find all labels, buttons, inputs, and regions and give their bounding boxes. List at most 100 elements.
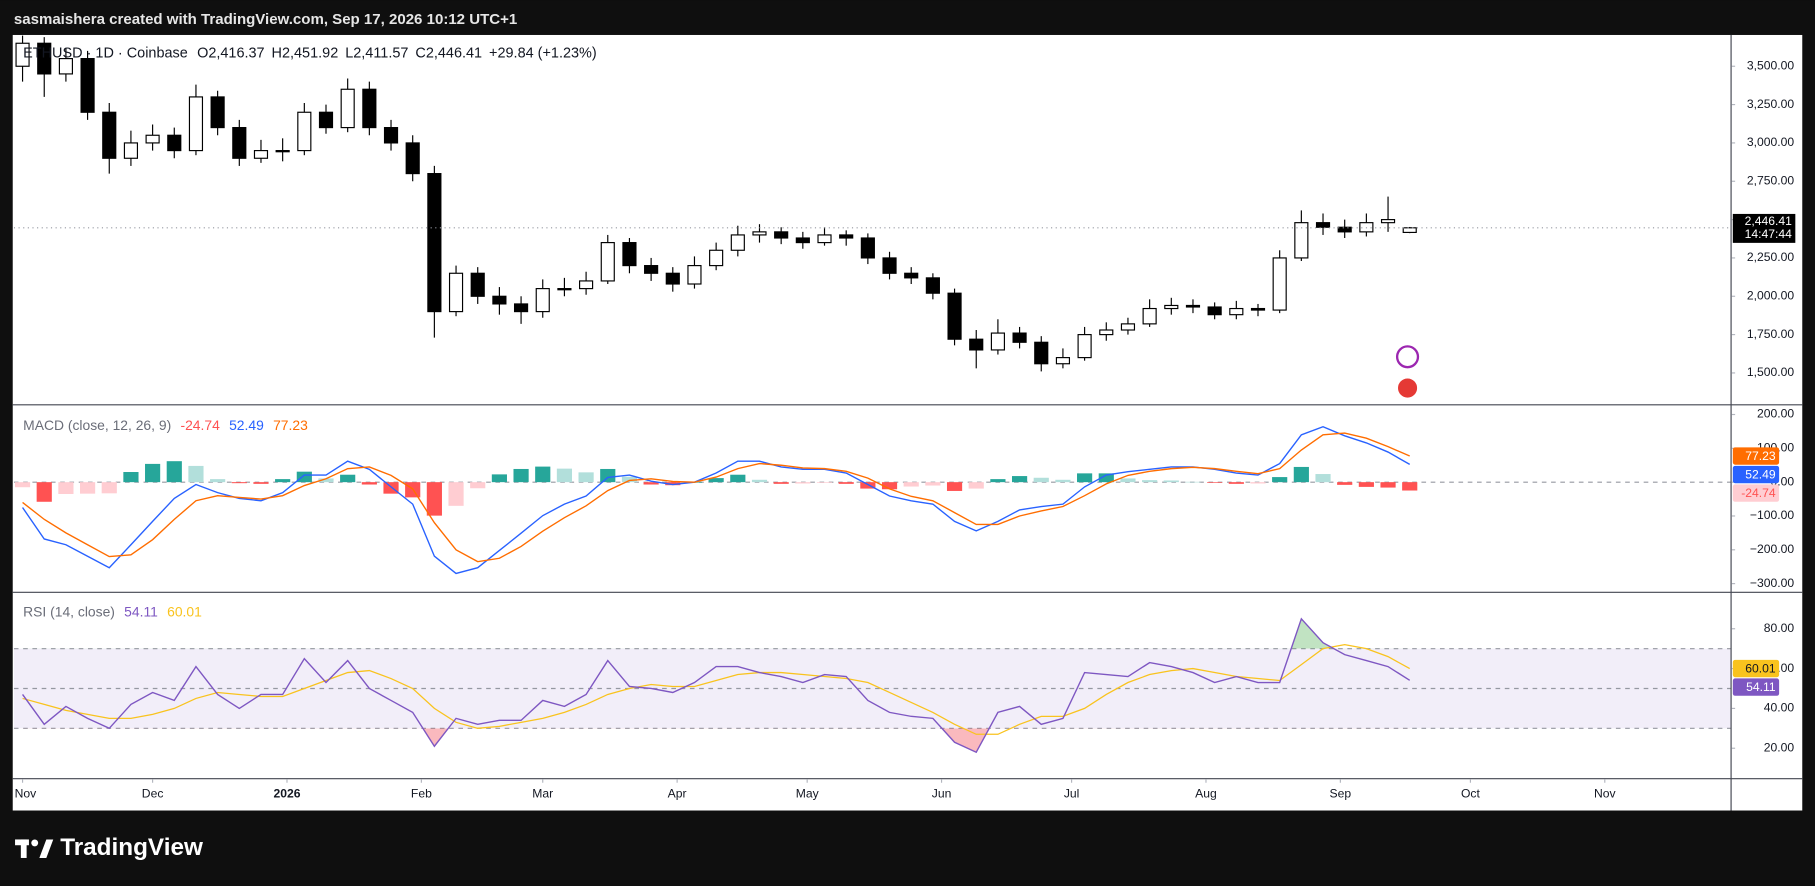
histogram-bar — [79, 482, 96, 494]
x-tick-label: Aug — [1195, 787, 1217, 801]
logo: TradingView — [15, 834, 203, 861]
x-tick-label: 2026 — [273, 787, 300, 801]
rsi-band-fill — [13, 648, 1731, 729]
histogram-bar — [903, 482, 919, 487]
candle-body — [1294, 222, 1309, 259]
y-tick-label: 2,250.00 — [1747, 250, 1795, 264]
histogram-bar — [101, 482, 117, 494]
histogram-bar — [860, 482, 876, 489]
candle-body — [297, 111, 312, 152]
legend-value: 2,416.37 — [208, 45, 264, 61]
histogram-bar — [1142, 480, 1158, 483]
candle-body — [1034, 341, 1049, 365]
candle-body — [340, 88, 355, 129]
histogram-bar — [513, 468, 529, 483]
legend-value: 54.11 — [124, 603, 158, 619]
histogram-bar — [1272, 477, 1288, 483]
histogram-bar — [231, 482, 247, 484]
histogram-bar — [1337, 482, 1353, 485]
candle-body — [1272, 257, 1287, 311]
macd-legend: MACD (close, 12, 26, 9) -24.74 52.49 77.23 — [23, 417, 308, 433]
candle-body — [687, 265, 702, 285]
candle-body — [1055, 357, 1071, 365]
y-tick-label: 200.00 — [1757, 407, 1794, 421]
histogram-bar — [1077, 473, 1093, 483]
candle-body — [37, 42, 52, 75]
value-label: 52.49 — [1745, 467, 1776, 481]
histogram-bar — [1402, 482, 1418, 491]
histogram-bar — [1315, 474, 1331, 483]
legend-key: O — [197, 45, 208, 61]
candle-body — [513, 303, 529, 313]
candle-body — [253, 150, 269, 159]
legend-value: 52.49 — [229, 417, 264, 433]
candle-body — [925, 277, 940, 294]
value-label: -24.74 — [1741, 486, 1776, 500]
candle-body — [275, 150, 290, 153]
histogram-bar — [123, 472, 139, 483]
x-tick-label: Sep — [1330, 787, 1352, 801]
histogram-bar — [1207, 482, 1223, 483]
x-tick-label: Nov — [1594, 787, 1617, 801]
candle-body — [1315, 222, 1331, 228]
histogram-bar — [990, 479, 1006, 483]
candle-body — [839, 234, 854, 239]
candle-body — [535, 288, 550, 313]
histogram-bar — [535, 466, 551, 483]
candle-body — [1250, 307, 1266, 311]
logo-mark — [20, 839, 27, 858]
histogram-bar — [1033, 477, 1049, 483]
candle-body — [1380, 219, 1396, 224]
histogram-bar — [448, 482, 464, 506]
x-tick-label: Feb — [411, 787, 432, 801]
legend-value: 2,446.41 — [426, 45, 482, 61]
candle-body — [362, 88, 377, 129]
candle-body — [1207, 306, 1222, 316]
macd-title: MACD (close, 12, 26, 9) — [23, 417, 171, 433]
histogram-bar — [426, 482, 442, 516]
idea-icon[interactable] — [1395, 345, 1420, 369]
histogram-bar — [340, 474, 356, 483]
x-tick-label: Nov — [15, 787, 38, 801]
candle-body — [1099, 329, 1114, 336]
candle-body — [1012, 332, 1027, 343]
logo-mark — [39, 839, 54, 858]
x-tick-label: Jun — [932, 787, 952, 801]
histogram-bar — [296, 471, 312, 483]
candle-body — [644, 265, 659, 274]
value-label-box — [1732, 447, 1780, 465]
legend-key: L — [345, 45, 353, 61]
candle-body — [904, 272, 919, 279]
countdown: 14:47:44 — [1745, 227, 1793, 241]
credit: sasmaishera created with TradingView.com… — [14, 11, 517, 28]
legend-value: 77.23 — [273, 417, 308, 433]
candle-body — [709, 249, 724, 267]
candle-body — [1402, 227, 1417, 234]
value-label: 60.01 — [1745, 661, 1776, 675]
value-label-box — [1732, 484, 1780, 502]
histogram-bar — [838, 482, 854, 484]
x-tick-label: Jul — [1064, 787, 1080, 801]
candle-body — [123, 142, 139, 159]
candle-body — [752, 231, 767, 236]
x-tick-label: Dec — [142, 787, 164, 801]
event-icon[interactable] — [1396, 376, 1419, 400]
histogram-bar — [621, 476, 638, 483]
chart-area — [12, 34, 1803, 811]
x-tick-label: May — [796, 787, 820, 801]
candle-body — [1164, 304, 1179, 310]
axes: 1,500.001,750.002,000.002,250.002,500.00… — [15, 58, 1796, 801]
x-tick-label: Mar — [532, 787, 553, 801]
candle-body — [795, 237, 810, 244]
candle-body — [969, 338, 984, 351]
histogram-bar — [816, 482, 833, 483]
value-label: 54.11 — [1746, 680, 1776, 694]
price-label-box — [1732, 213, 1796, 243]
x-tick-label: Oct — [1461, 787, 1481, 801]
legend-value: 2,411.57 — [353, 45, 408, 61]
histogram-bar — [1120, 478, 1136, 483]
histogram-bar — [491, 474, 507, 483]
histogram-bar — [188, 465, 204, 483]
histogram-bar — [1011, 476, 1028, 483]
